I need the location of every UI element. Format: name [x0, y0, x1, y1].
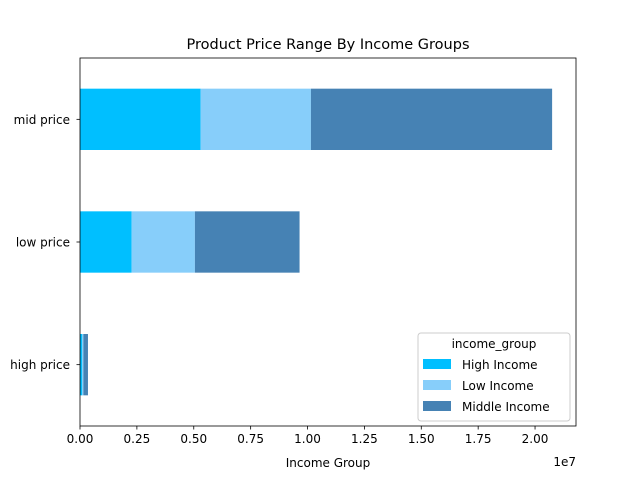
- y-axis-ticks: high price low price mid price: [10, 113, 80, 372]
- legend-label-high-income: High Income: [462, 358, 538, 372]
- bar-mid-price-high-income: [80, 88, 201, 150]
- bar-high-price-low-income: [82, 334, 84, 396]
- x-axis-label: Income Group: [286, 456, 371, 470]
- legend-box: [417, 332, 571, 422]
- y-tick-label-mid-price: mid price: [14, 113, 70, 127]
- bar-mid-price-middle-income: [310, 88, 553, 150]
- legend-swatch-low-income: [423, 380, 451, 390]
- x-tick-label: 2.00: [522, 432, 549, 446]
- x-tick-label: 1.25: [351, 432, 378, 446]
- chart-title: Product Price Range By Income Groups: [186, 37, 469, 53]
- y-tick-label-low-price: low price: [16, 236, 70, 250]
- x-tick-label: 0.75: [237, 432, 264, 446]
- x-tick-label: 1.00: [294, 432, 321, 446]
- x-tick-label: 1.50: [408, 432, 435, 446]
- bar-low-price-middle-income: [194, 211, 300, 273]
- bar-high-price-high-income: [80, 334, 83, 396]
- legend-swatch-middle-income: [423, 401, 451, 411]
- bar-low-price-high-income: [80, 211, 132, 273]
- x-tick-label: 0.50: [180, 432, 207, 446]
- x-tick-label: 0.00: [67, 432, 94, 446]
- legend: income_group High Income Low Income Middle…: [417, 332, 571, 422]
- legend-swatch-high-income: [423, 359, 451, 369]
- legend-label-middle-income: Middle Income: [462, 400, 550, 414]
- legend-label-low-income: Low Income: [462, 379, 534, 393]
- bars-group: [80, 88, 553, 396]
- x-tick-label: 1.75: [465, 432, 492, 446]
- y-tick-label-high-price: high price: [10, 358, 70, 372]
- x-tick-label: 0.25: [124, 432, 151, 446]
- x-axis-offset-label: 1e7: [553, 455, 576, 469]
- bar-mid-price-low-income: [200, 88, 311, 150]
- x-axis-ticks: 0.00 0.25 0.50 0.75 1.00 1.25 1.50 1.75 2.00: [67, 426, 549, 446]
- legend-items: High Income Low Income Middle Income: [423, 358, 550, 414]
- bar-high-price-middle-income: [83, 334, 88, 396]
- bar-low-price-low-income: [131, 211, 195, 273]
- legend-title: income_group: [452, 337, 537, 351]
